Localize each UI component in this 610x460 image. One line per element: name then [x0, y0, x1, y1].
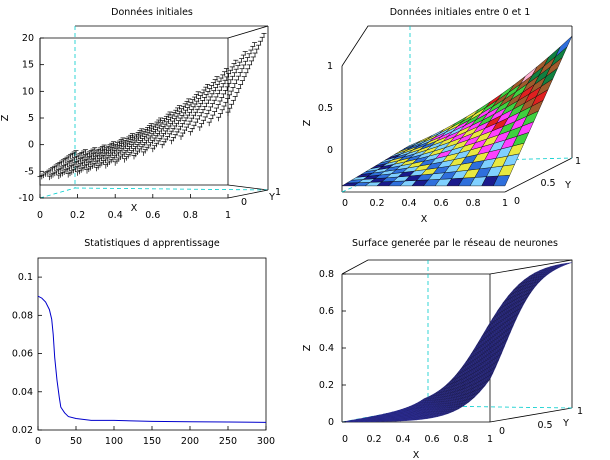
- x-tick: 300: [257, 436, 275, 447]
- z-tick: 0.4: [319, 343, 334, 354]
- z-axis-ticks: 0.8 0.6 0.4 0.2 0: [319, 269, 346, 428]
- y-tick: 0: [499, 426, 505, 437]
- x-tick: 0.8: [465, 198, 480, 209]
- x-tick: 0.4: [401, 198, 416, 209]
- surface-facet: [484, 373, 494, 387]
- panel-network-surface: Surface generée par le réseau de neurone…: [302, 238, 583, 460]
- z-tick: 0: [328, 417, 334, 428]
- z-tick: 1: [327, 61, 333, 72]
- x-tick: 100: [105, 436, 123, 447]
- z-tick: 0.8: [319, 269, 334, 280]
- x-tick: 0: [35, 436, 41, 447]
- y-tick: 0.06: [12, 349, 33, 360]
- x-axis-label: X: [131, 203, 138, 214]
- x-tick: 1: [502, 198, 508, 209]
- data-points: [37, 32, 267, 181]
- z-tick: 0.2: [319, 380, 334, 391]
- y-axis-label: Y: [562, 418, 569, 429]
- x-tick: 0: [37, 210, 43, 221]
- chart-title: Données initiales: [111, 7, 193, 18]
- panel-training-stats: Statistiques d apprentissage 0.1 0.08 0.06…: [12, 238, 275, 447]
- x-tick: 0.2: [369, 198, 384, 209]
- x-tick: 250: [219, 436, 237, 447]
- z-tick: -10: [18, 193, 34, 204]
- y-tick: 1: [575, 156, 581, 167]
- x-axis-ticks: 0 0.2 0.4 0.6 0.8 1: [342, 198, 508, 209]
- y-tick: 0.5: [540, 178, 555, 189]
- y-tick: 0.08: [12, 310, 33, 321]
- y-tick: 0.1: [18, 272, 33, 283]
- plot-frame: [37, 257, 267, 431]
- surface-facet: [555, 35, 573, 57]
- x-axis-ticks: 0 50 100 150 200 250 300: [35, 426, 275, 447]
- x-axis-label: X: [413, 450, 420, 460]
- chart-title: Statistiques d apprentissage: [84, 238, 220, 249]
- z-tick: 10: [22, 86, 34, 97]
- y-axis-ticks: 0.1 0.08 0.06 0.04 0.02: [12, 272, 42, 436]
- z-tick: -5: [25, 166, 34, 177]
- x-tick: 1: [225, 210, 231, 221]
- z-tick: 0.5: [318, 103, 333, 114]
- x-tick: 0.6: [424, 434, 439, 445]
- x-tick: 50: [70, 436, 82, 447]
- panel-initial-data-0-1: Données initiales entre 0 et 1 10.50 0 0.…: [302, 7, 581, 225]
- x-tick: 0.6: [145, 210, 160, 221]
- x-tick: 0.4: [395, 434, 410, 445]
- y-tick: 0.5: [537, 420, 552, 431]
- x-tick: 0.6: [433, 198, 448, 209]
- y-tick: 0.02: [12, 425, 33, 436]
- y-tick: 1: [275, 187, 281, 198]
- y-tick: 0.04: [12, 387, 33, 398]
- z-axis-label: Z: [302, 119, 313, 126]
- x-tick: 0.2: [70, 210, 85, 221]
- x-axis-ticks: 0 0.2 0.4 0.6 0.8 1: [37, 194, 231, 221]
- x-axis-label: X: [421, 214, 428, 225]
- z-tick: 15: [22, 60, 34, 71]
- y-axis-label: Y: [268, 192, 275, 203]
- y-tick: 0: [241, 197, 247, 208]
- x-tick: 200: [181, 436, 199, 447]
- axes: [39, 38, 269, 199]
- x-tick: 0: [342, 434, 348, 445]
- chart-title: Surface generée par le réseau de neurone…: [352, 238, 558, 249]
- x-tick: 0.4: [108, 210, 123, 221]
- x-tick: 0.8: [453, 434, 468, 445]
- x-tick: 1: [487, 434, 493, 445]
- y-tick: 1: [577, 406, 583, 417]
- x-tick: 150: [143, 436, 161, 447]
- chart-title: Données initiales entre 0 et 1: [390, 7, 531, 18]
- z-tick: 5: [28, 113, 34, 124]
- z-axis-label: Z: [302, 344, 313, 351]
- z-axis-ticks: 20 15 10 5 0 -5 -10: [18, 33, 44, 204]
- z-tick: 0.6: [319, 306, 334, 317]
- x-tick: 0: [342, 198, 348, 209]
- z-tick: 20: [22, 33, 34, 44]
- z-axis-label: Z: [0, 114, 11, 121]
- y-axis-label: Y: [564, 180, 571, 191]
- colored-surface: [341, 35, 573, 187]
- network-surface-mesh: [341, 262, 573, 423]
- z-tick: 0: [327, 145, 333, 156]
- hidden-edges: [39, 26, 269, 199]
- z-tick: 0: [28, 140, 34, 151]
- x-tick: 0.2: [366, 434, 381, 445]
- plot-box: [341, 25, 573, 193]
- plot-box: [39, 25, 269, 191]
- z-axis-ticks: 10.50: [318, 61, 333, 156]
- y-tick: 0: [514, 196, 520, 207]
- x-axis-ticks: 0 0.2 0.4 0.6 0.8 1: [342, 434, 493, 445]
- training-error-line: [37, 295, 267, 423]
- x-tick: 0.8: [183, 210, 198, 221]
